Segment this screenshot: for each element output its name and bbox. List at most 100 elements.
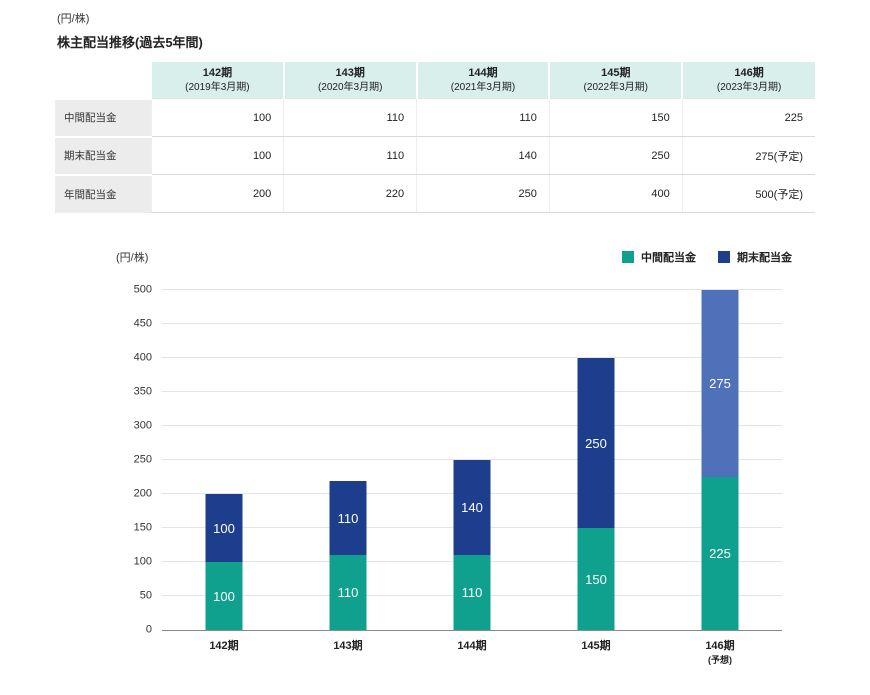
table-value-cell: 100 <box>150 136 284 176</box>
y-axis-tick-label: 250 <box>133 453 152 466</box>
bars-container: 100 100 142期 110 110 143期 140 110 144期 250 150 145期… <box>162 290 782 665</box>
stacked-bar: 275 225 <box>701 290 739 631</box>
stacked-bar: 100 100 <box>205 494 243 631</box>
gridline <box>162 289 782 291</box>
column-period-label: 144期 <box>468 67 498 79</box>
table-value-cell: 500(予定) <box>681 174 815 214</box>
stacked-bar: 250 150 <box>577 358 615 631</box>
column-header: 142期 (2019年3月期) <box>150 62 284 99</box>
table-body: 中間配当金 100 110 110 150 225 期末配当金 100 110 140 250 275… <box>55 97 815 214</box>
bar-segment: 100 <box>205 494 243 563</box>
column-period-label: 142期 <box>202 67 233 79</box>
bar-value-label: 110 <box>337 585 359 601</box>
page-title: 株主配当推移(過去5年間) <box>57 35 203 50</box>
chart-header: (円/株) 中間配当金 期末配当金 <box>100 249 792 265</box>
y-axis-tick-label: 350 <box>133 385 152 398</box>
corner-cell <box>55 62 151 99</box>
table-value-cell: 225 <box>681 98 815 138</box>
column-date-label: (2020年3月期) <box>317 81 383 93</box>
table-value-cell: 150 <box>548 98 683 138</box>
table-value-cell: 200 <box>150 174 284 214</box>
gridline <box>162 425 782 427</box>
dividend-chart: (円/株) 中間配当金 期末配当金 100 100 142期 110 110 143期 140… <box>100 249 792 665</box>
x-axis-note: (予想) <box>708 655 732 666</box>
stacked-bar: 110 110 <box>329 480 367 631</box>
column-date-label: (2021年3月期) <box>450 81 516 93</box>
bar-value-label: 100 <box>213 588 235 604</box>
bar-segment: 110 <box>329 480 367 556</box>
column-header: 146期 (2023年3月期) <box>681 62 815 99</box>
y-axis-tick-label: 100 <box>133 555 152 568</box>
bar-value-label: 275 <box>709 376 731 392</box>
bar-segment: 150 <box>577 528 615 631</box>
bar-value-label: 100 <box>213 520 235 536</box>
bar-value-label: 225 <box>709 546 731 562</box>
bar-segment: 275 <box>701 290 739 478</box>
table-row: 年間配当金 200 220 250 400 500(予定) <box>55 173 815 214</box>
x-axis-label: 145期 <box>581 640 611 653</box>
gridline <box>162 357 782 359</box>
y-axis-tick-label: 400 <box>133 351 152 364</box>
unit-label: (円/株) <box>57 13 90 25</box>
column-date-label: (2019年3月期) <box>185 81 250 93</box>
bar-segment: 250 <box>577 358 615 529</box>
y-axis-tick-label: 0 <box>145 623 152 636</box>
stacked-bar: 140 110 <box>453 460 491 631</box>
chart-category-column: 140 110 144期 <box>410 291 534 652</box>
legend-item: 期末配当金 <box>718 249 792 265</box>
y-axis-tick-label: 150 <box>133 521 152 534</box>
column-date-label: (2023年3月期) <box>716 81 782 93</box>
column-period-label: 146期 <box>734 67 764 79</box>
bar-segment: 140 <box>453 460 491 556</box>
y-axis-tick-label: 450 <box>133 317 152 330</box>
bar-segment: 110 <box>453 555 491 631</box>
gridline <box>162 459 782 461</box>
gridline <box>162 391 782 393</box>
y-axis-tick-label: 300 <box>133 419 152 432</box>
column-header: 145期 (2022年3月期) <box>548 62 683 99</box>
y-axis-tick-label: 50 <box>139 589 152 602</box>
chart-category-column: 100 100 142期 <box>162 291 286 652</box>
column-period-label: 145期 <box>601 67 631 79</box>
chart-legend: 中間配当金 期末配当金 <box>622 249 792 265</box>
row-label: 中間配当金 <box>55 97 151 137</box>
legend-label: 期末配当金 <box>737 252 792 265</box>
legend-label: 中間配当金 <box>641 252 696 265</box>
y-axis-tick-label: 200 <box>133 487 152 500</box>
chart-category-column: 250 150 145期 <box>534 291 658 652</box>
page-header: (円/株) 株主配当推移(過去5年間) <box>57 10 870 51</box>
chart-category-column: 275 225 146期 (予想) <box>658 290 782 665</box>
table-value-cell: 400 <box>548 174 683 214</box>
x-axis-label: 143期 <box>333 640 363 653</box>
column-header: 144期 (2021年3月期) <box>415 62 550 99</box>
chart-category-column: 110 110 143期 <box>286 291 410 652</box>
table-value-cell: 275(予定) <box>681 136 815 176</box>
y-axis-tick-label: 500 <box>133 283 152 296</box>
table-value-cell: 250 <box>416 174 550 214</box>
column-date-label: (2022年3月期) <box>583 81 649 93</box>
x-axis-label: 146期 (予想) <box>658 639 782 666</box>
page: (円/株) 株主配当推移(過去5年間) 142期 (2019年3月期) 143期 (2… <box>0 10 870 665</box>
column-period-label: 143期 <box>335 67 365 79</box>
chart-unit-label: (円/株) <box>116 252 149 265</box>
bar-value-label: 140 <box>461 500 483 516</box>
legend-swatch <box>718 251 730 264</box>
table-value-cell: 100 <box>150 98 284 138</box>
row-label: 期末配当金 <box>55 135 151 175</box>
bar-value-label: 110 <box>337 510 359 526</box>
column-header: 143期 (2020年3月期) <box>282 62 417 99</box>
bar-segment: 110 <box>329 555 367 631</box>
x-axis-label: 142期 <box>209 640 239 653</box>
table-value-cell: 110 <box>283 98 417 138</box>
table-row: 期末配当金 100 110 140 250 275(予定) <box>55 135 815 176</box>
row-label: 年間配当金 <box>55 173 151 213</box>
bar-value-label: 150 <box>585 571 607 587</box>
dividend-table-container: 142期 (2019年3月期) 143期 (2020年3月期) 144期 (2021年3月… <box>55 62 815 214</box>
dividend-table: 142期 (2019年3月期) 143期 (2020年3月期) 144期 (2021年3月… <box>55 62 815 214</box>
table-value-cell: 110 <box>416 98 550 138</box>
table-value-cell: 250 <box>548 136 683 176</box>
chart-plot-area: 100 100 142期 110 110 143期 140 110 144期 250 150 145期… <box>134 284 782 665</box>
bar-value-label: 110 <box>461 585 483 601</box>
bar-segment: 225 <box>701 477 739 631</box>
bar-value-label: 250 <box>585 435 607 451</box>
